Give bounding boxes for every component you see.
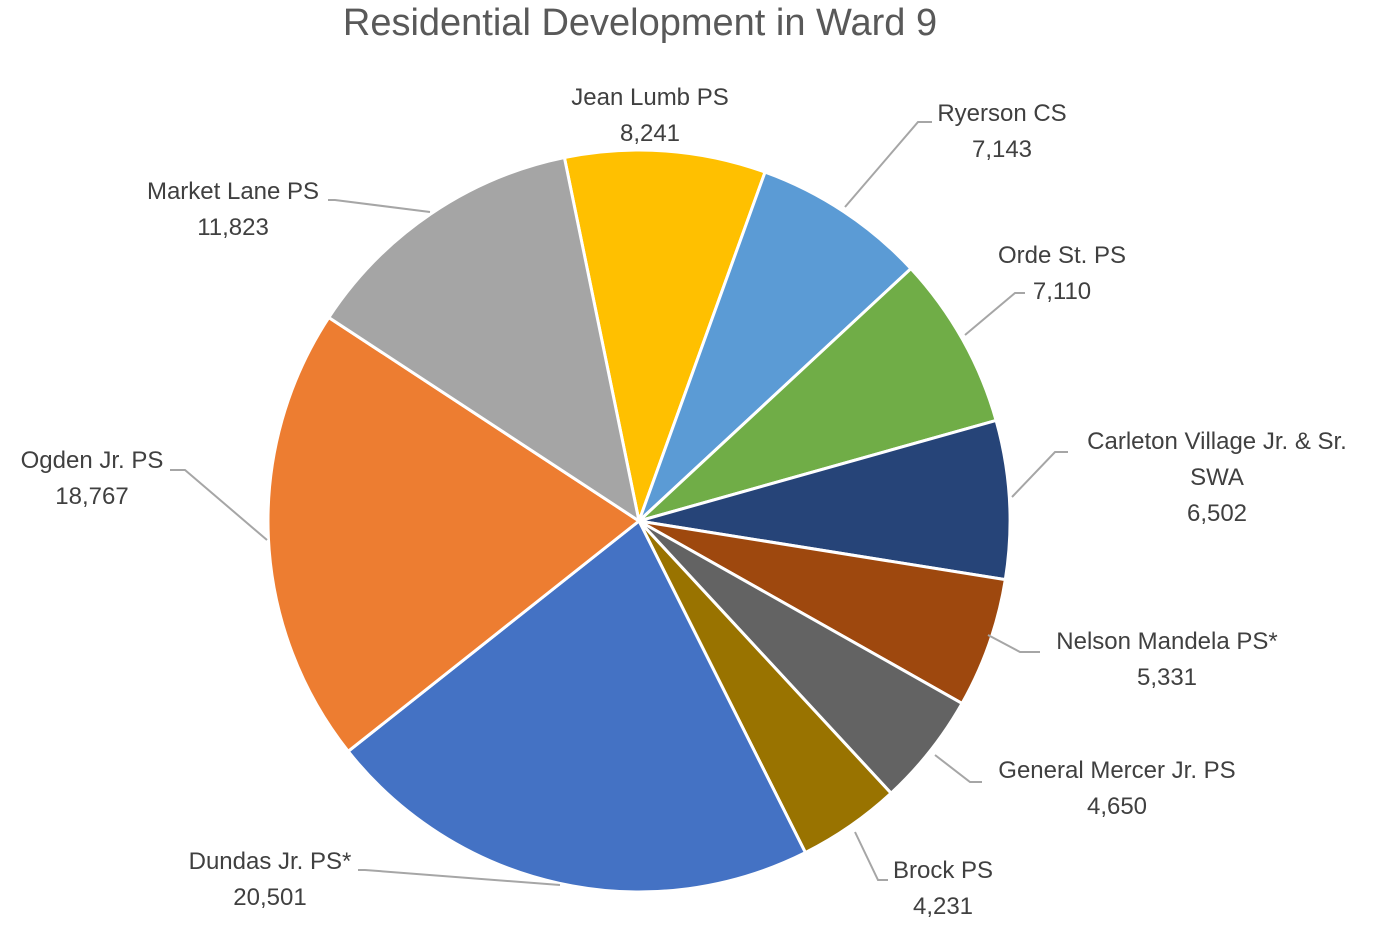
- pie-slice: [638, 519, 1008, 706]
- pie-slice: [638, 418, 1012, 582]
- pie-slice: [637, 170, 914, 523]
- pie-slice: [562, 148, 767, 527]
- data-label: Orde St. PS 7,110: [962, 238, 1162, 310]
- data-label: Jean Lumb PS 8,241: [520, 80, 780, 152]
- leader-line: [987, 634, 1040, 653]
- label-name: Carleton Village Jr. & Sr. SWA: [1087, 428, 1347, 491]
- data-label: Ryerson CS 7,143: [902, 96, 1102, 168]
- data-label: General Mercer Jr. PS 4,650: [972, 753, 1262, 825]
- label-name: Market Lane PS: [146, 178, 320, 205]
- pie-slice: [266, 315, 642, 754]
- label-name: General Mercer Jr. PS: [998, 757, 1236, 784]
- label-value: 4,231: [912, 893, 974, 920]
- leader-line: [844, 121, 932, 208]
- label-name: Dundas Jr. PS*: [188, 848, 352, 875]
- data-label: Market Lane PS 11,823: [123, 174, 343, 246]
- leader-line: [854, 831, 888, 881]
- label-name: Ryerson CS: [937, 100, 1067, 127]
- label-value: 7,143: [971, 136, 1033, 163]
- data-label: Ogden Jr. PS 18,767: [7, 443, 177, 515]
- pie-slice: [346, 518, 808, 894]
- label-name: Brock PS: [892, 857, 994, 884]
- pie-slice: [637, 266, 998, 523]
- leader-line: [964, 292, 1025, 336]
- chart-title: Residential Development in Ward 9: [342, 2, 938, 44]
- data-label: Nelson Mandela PS* 5,331: [1032, 624, 1302, 696]
- leader-line: [1011, 451, 1068, 498]
- label-value: 6,502: [1186, 500, 1248, 527]
- label-value: 7,110: [1032, 278, 1092, 305]
- label-name: Nelson Mandela PS*: [1056, 628, 1278, 655]
- data-label: Brock PS 4,231: [863, 853, 1023, 925]
- data-label: Dundas Jr. PS* 20,501: [160, 844, 380, 916]
- leader-line: [170, 469, 268, 541]
- label-value: 4,650: [1086, 793, 1148, 820]
- label-name: Orde St. PS: [997, 242, 1127, 269]
- leader-line: [934, 754, 982, 783]
- label-value: 5,331: [1136, 664, 1198, 691]
- label-value: 11,823: [197, 214, 269, 241]
- pie-slice: [326, 155, 642, 525]
- data-label: Carleton Village Jr. & Sr. SWA 6,502: [1062, 424, 1372, 532]
- label-value: 18,767: [55, 483, 129, 510]
- label-value: 20,501: [233, 884, 307, 911]
- label-value: 8,241: [619, 120, 681, 147]
- label-name: Ogden Jr. PS: [20, 447, 164, 474]
- label-name: Jean Lumb PS: [571, 84, 729, 111]
- leader-line: [328, 199, 431, 213]
- leader-line: [358, 869, 561, 886]
